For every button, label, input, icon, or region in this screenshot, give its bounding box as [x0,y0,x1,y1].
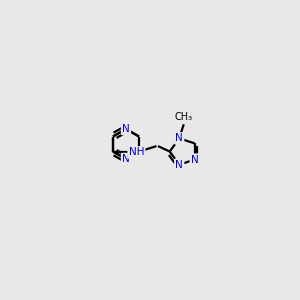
Text: N: N [122,154,130,164]
Text: N: N [176,134,183,143]
Text: N: N [122,124,130,134]
Text: CH₃: CH₃ [175,112,193,122]
Text: N: N [176,160,183,170]
Text: N: N [191,154,199,165]
Text: NH: NH [129,147,144,158]
